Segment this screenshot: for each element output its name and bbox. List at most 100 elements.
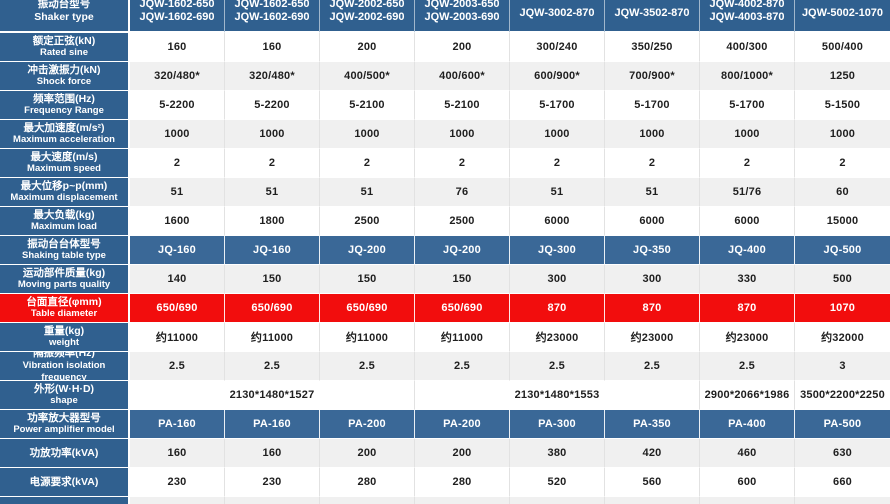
spec-value-cell: 2: [130, 149, 225, 178]
spec-value: 870: [642, 302, 662, 314]
row-header-cn: 最大加速度(m/s²): [23, 121, 105, 134]
model-name-line1: JQW-2002-650: [329, 0, 405, 10]
spec-value: 2500: [449, 215, 475, 227]
spec-value: 约23000: [725, 332, 769, 344]
spec-value-cell: 2: [510, 149, 605, 178]
row-header-cn: 运动部件质量(kg): [22, 266, 106, 279]
spec-value: 140: [167, 273, 187, 285]
spec-value-cell: 1070: [795, 294, 890, 323]
row-header-text: 最大加速度(m/s²) Maximum acceleration: [13, 122, 115, 147]
spec-value: 650/690: [441, 302, 483, 314]
spec-value: 2: [839, 157, 846, 169]
spec-value: 300: [642, 273, 662, 285]
spec-value: 5-1700: [729, 99, 765, 111]
spec-row-header: 最大位移p~p(mm) Maximum displacement: [0, 178, 130, 207]
row-header-cn: 最大位移p~p(mm): [20, 179, 108, 192]
spec-value-cell: 5-2100: [415, 91, 510, 120]
spec-value-cell: 76: [415, 178, 510, 207]
spec-value: 150: [262, 273, 282, 285]
spec-value: 300/240: [536, 41, 578, 53]
spec-value-cell: 140: [130, 265, 225, 294]
spec-value-cell: 5-1700: [605, 91, 700, 120]
spec-value-cell: 2.5: [415, 352, 510, 381]
spec-value-cell: 870: [605, 294, 700, 323]
spec-value-cell: 约11000: [415, 323, 510, 352]
spec-value-cell: 2.5: [225, 352, 320, 381]
spec-value-cell: 330: [700, 265, 795, 294]
spec-value: 5-2100: [444, 99, 480, 111]
model-name-line1: JQW-1602-650: [234, 0, 310, 10]
spec-value-cell: JQ-160: [225, 236, 320, 265]
spec-value-cell: 300: [605, 265, 700, 294]
partial-row-cell: [130, 497, 225, 504]
spec-value: 6000: [734, 215, 760, 227]
spec-value-cell: 560: [605, 468, 700, 497]
spec-value-cell: 380: [510, 439, 605, 468]
spec-value-cell: 500: [795, 265, 890, 294]
spec-row-header: 运动部件质量(kg) Moving parts quality: [0, 265, 130, 294]
spec-value-cell: 5-1500: [795, 91, 890, 120]
row-header-en: Moving parts quality: [17, 279, 111, 290]
spec-value-cell: 1000: [510, 120, 605, 149]
spec-value-cell: 650/690: [415, 294, 510, 323]
spec-value: 51: [170, 186, 184, 198]
spec-value: 76: [455, 186, 469, 198]
spec-value-cell: JQ-160: [130, 236, 225, 265]
spec-value-cell: 3: [795, 352, 890, 381]
spec-value: 1000: [544, 128, 570, 140]
spec-value-cell: 2: [320, 149, 415, 178]
spec-value: 1800: [259, 215, 285, 227]
spec-value: 1000: [639, 128, 665, 140]
spec-value-cell: 1250: [795, 62, 890, 91]
spec-value: 400/600*: [439, 70, 485, 82]
spec-value: 1000: [829, 128, 856, 140]
row-header-text: 额定正弦(kN) Rated sine: [33, 35, 95, 60]
spec-value-cell: JQ-500: [795, 236, 890, 265]
spec-value: 300: [547, 273, 567, 285]
spec-value-cell: 160: [225, 33, 320, 62]
row-header-cn: 额定正弦(kN): [32, 34, 96, 47]
spec-value: 5-2200: [159, 99, 195, 111]
spec-value: 2: [743, 157, 751, 169]
row-header-cn: 振动台台体型号: [27, 237, 101, 250]
dimension-value: 2130*1480*1553: [514, 389, 600, 401]
spec-value: 3: [839, 360, 846, 372]
spec-value-cell: 2.5: [130, 352, 225, 381]
row-header-text: 隔振频率(Hz) Vibration isolation frequency: [0, 352, 128, 380]
spec-value: 2: [363, 157, 371, 169]
row-header-text: 重量(kg) weight: [44, 325, 84, 350]
row-header-text: 功放功率(kVA): [30, 447, 99, 460]
spec-value-cell: 200: [415, 33, 510, 62]
spec-value-cell: 230: [130, 468, 225, 497]
model-header-cell: JQW-3502-870: [605, 0, 700, 33]
model-header-text: JQW-2003-650 JQW-2003-690: [425, 0, 500, 28]
model-header-text: JQW-3002-870: [520, 0, 595, 28]
partial-row-cell: [320, 497, 415, 504]
spec-value-cell: JQ-300: [510, 236, 605, 265]
spec-value-cell: PA-160: [225, 410, 320, 439]
row-header-cn: 功率放大器型号: [27, 411, 101, 424]
spec-row-header: 振动台台体型号 Shaking table type: [0, 236, 130, 265]
spec-value-cell: 870: [700, 294, 795, 323]
spec-value: PA-200: [443, 418, 481, 430]
row-header-en: weight: [48, 337, 80, 348]
spec-value: 2.5: [359, 360, 375, 372]
row-header-en: shape: [50, 395, 78, 406]
spec-value-cell: 51: [225, 178, 320, 207]
spec-value: 200: [357, 447, 377, 459]
row-header-text: 外形(W·H·D) shape: [34, 383, 94, 408]
spec-value-cell: 200: [415, 439, 510, 468]
spec-value-cell: 400/600*: [415, 62, 510, 91]
spec-value-cell: 约32000: [795, 323, 890, 352]
spec-value: 6000: [639, 215, 665, 227]
row-header-text: 电源要求(kVA): [30, 476, 99, 489]
corner-label-cn: 振动台型号: [37, 0, 91, 10]
spec-value: JQ-500: [823, 244, 862, 256]
spec-value-cell: 320/480*: [225, 62, 320, 91]
spec-value: 2: [173, 157, 181, 169]
spec-value: 约23000: [630, 332, 674, 344]
spec-value: 51: [550, 186, 564, 198]
spec-value-cell: 1800: [225, 207, 320, 236]
spec-value-cell: 1000: [700, 120, 795, 149]
spec-value: 约11000: [345, 332, 389, 344]
